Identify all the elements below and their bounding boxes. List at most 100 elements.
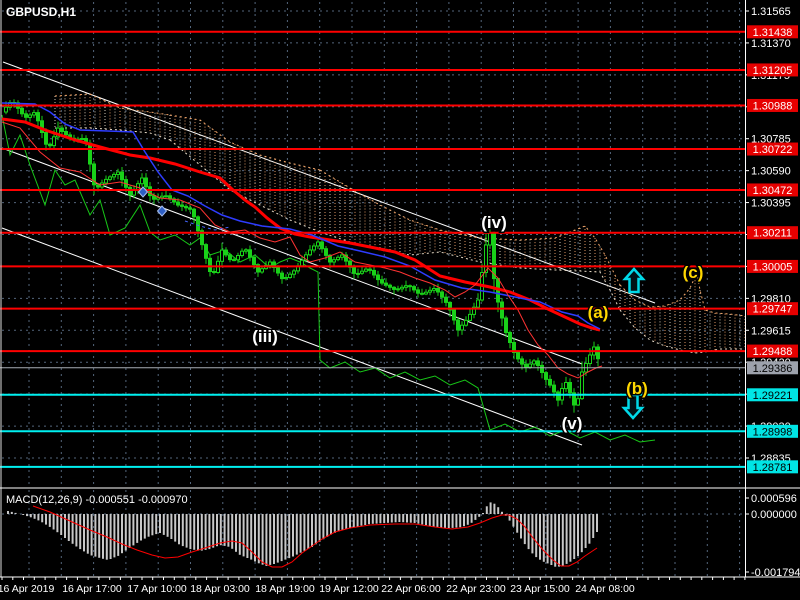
arrow-objects[interactable] — [621, 267, 646, 420]
time-label[interactable]: 24 Apr 08:00 — [575, 583, 635, 595]
candle-body — [20, 107, 24, 115]
channel-trendline[interactable] — [1, 227, 583, 446]
elliott-wave-labels[interactable]: (iii) (iv) (v) (a) (b) (c) — [251, 212, 705, 435]
channel-trendline[interactable] — [2, 61, 656, 304]
candle-body — [520, 358, 524, 365]
resistance-price-badge-label: 1.31438 — [753, 27, 793, 39]
candle-body — [472, 306, 476, 315]
candle-body — [404, 285, 408, 288]
support-resistance-levels[interactable] — [0, 30, 745, 468]
candle-body — [48, 143, 52, 147]
up-arrow-icon[interactable] — [622, 267, 646, 294]
candle-body — [180, 204, 184, 207]
wave-label[interactable]: (c) — [681, 262, 705, 284]
candle-body — [452, 309, 456, 321]
candle-body — [316, 241, 320, 247]
candle-body — [276, 267, 280, 274]
resistance-price-badge-label: 1.30472 — [753, 185, 793, 197]
candle-body — [156, 197, 160, 200]
resistance-price-badge — [747, 63, 798, 77]
wave-label[interactable]: (a) — [586, 302, 610, 324]
candle-body — [268, 261, 272, 266]
candle-body — [488, 232, 492, 246]
ichimoku-cloud — [54, 93, 746, 354]
candle-body — [412, 286, 416, 291]
candle-body — [148, 186, 152, 197]
candle-body — [352, 266, 356, 274]
candle-body — [52, 136, 56, 147]
time-label[interactable]: 22 Apr 06:00 — [381, 583, 441, 595]
price-label: 1.31565 — [751, 6, 791, 18]
wave-label[interactable]: (iv) — [480, 212, 509, 234]
candle-body — [372, 269, 376, 276]
candle-body — [44, 132, 48, 145]
time-label[interactable]: 18 Apr 19:00 — [255, 583, 315, 595]
candle-body — [228, 254, 232, 261]
candle-body — [280, 272, 284, 280]
time-label[interactable]: 23 Apr 15:00 — [510, 583, 570, 595]
time-label[interactable]: 22 Apr 23:00 — [446, 583, 506, 595]
candle-body — [336, 256, 340, 261]
candle-body — [408, 285, 412, 288]
candle-body — [188, 207, 192, 210]
wave-label[interactable]: (b) — [625, 378, 650, 400]
candle-body — [456, 319, 460, 331]
resistance-price-badge-label: 1.30211 — [753, 228, 792, 240]
support-price-badge — [747, 424, 798, 438]
candle-body — [548, 378, 552, 386]
candle-body — [64, 131, 68, 136]
resistance-price-badge — [747, 259, 798, 273]
time-label[interactable]: 16 Apr 2019 — [0, 583, 54, 595]
candle-body — [360, 270, 364, 274]
macd-panel: 0.000596 0.000000 -0.001794 — [7, 493, 800, 579]
candle-body — [24, 113, 28, 118]
price-axis[interactable]: 1.315651.313701.311751.309801.307851.305… — [745, 6, 798, 474]
price-label: 1.29615 — [751, 325, 791, 337]
candle-body — [596, 346, 600, 360]
resistance-price-badge — [747, 344, 798, 358]
candle-body — [368, 268, 372, 271]
candle-body — [564, 382, 568, 390]
candle-body — [136, 183, 140, 190]
candle-body — [220, 249, 224, 262]
candle-body — [380, 279, 384, 284]
price-label: 1.30590 — [751, 166, 791, 178]
candle-body — [224, 249, 228, 256]
candle-body — [416, 289, 420, 294]
candle-body — [28, 114, 32, 118]
chikou-span-line — [1, 114, 656, 443]
time-label[interactable]: 16 Apr 17:00 — [62, 583, 122, 595]
candle-body — [240, 250, 244, 256]
candle-body — [504, 317, 508, 333]
time-label[interactable]: 18 Apr 03:00 — [190, 583, 250, 595]
resistance-price-badge — [747, 302, 798, 316]
candle-body — [272, 261, 276, 268]
candle-body — [160, 195, 164, 199]
candle-body — [532, 360, 536, 365]
candle-body — [88, 142, 92, 165]
resistance-price-badge-label: 1.30988 — [753, 100, 793, 112]
resistance-price-badge-label: 1.30005 — [753, 261, 793, 273]
candle-body — [252, 256, 256, 266]
resistance-price-badge — [747, 226, 798, 240]
candle-body — [184, 205, 188, 209]
candle-body — [400, 286, 404, 290]
macd-scale-label: 0.000000 — [751, 509, 797, 521]
time-label[interactable]: 17 Apr 10:00 — [127, 583, 187, 595]
time-label[interactable]: 19 Apr 12:00 — [319, 583, 379, 595]
candle-body — [424, 291, 428, 295]
time-axis[interactable]: 16 Apr 2019 16 Apr 17:00 17 Apr 10:00 18 Ap… — [0, 577, 746, 595]
senkou-span-b — [169, 139, 321, 233]
wave-label[interactable]: (iii) — [251, 326, 280, 348]
candle-body — [392, 286, 396, 290]
down-arrow-icon[interactable] — [621, 393, 645, 420]
candle-body — [308, 249, 312, 256]
resistance-price-badge — [747, 25, 798, 39]
wave-label[interactable]: (v) — [560, 413, 584, 435]
candle-body — [204, 244, 208, 259]
support-price-badge-label: 1.29221 — [753, 390, 793, 402]
candle-body — [448, 301, 452, 311]
candle-body — [116, 171, 120, 175]
